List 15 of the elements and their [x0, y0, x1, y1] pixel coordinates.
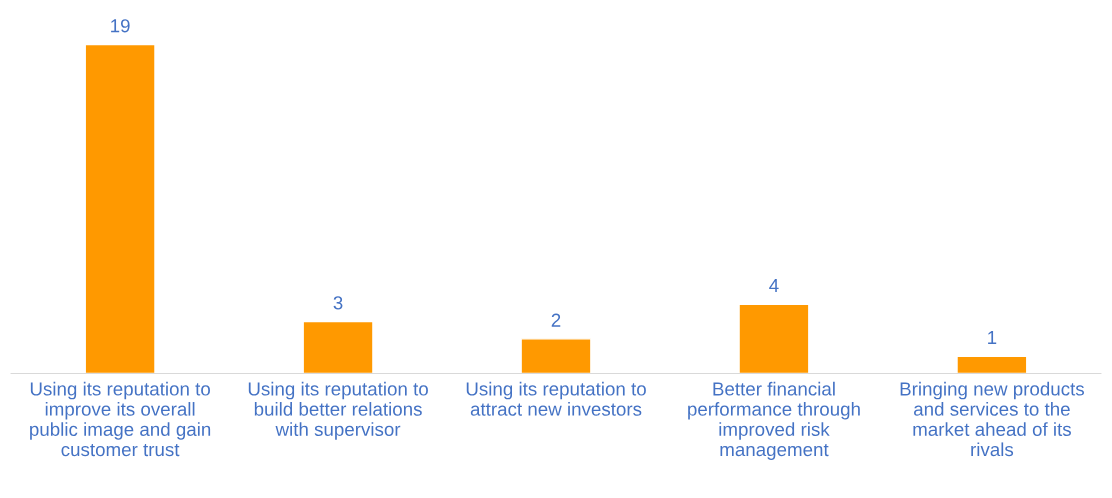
x-tick-label: Bringing new products and services to the market ahead of its rivals [900, 381, 1084, 457]
x-tick-label: Better financial performance through improved risk management [688, 381, 860, 460]
bar [520, 338, 592, 374]
data-label: 1 [988, 331, 997, 344]
bar [956, 355, 1028, 374]
bar [738, 303, 810, 374]
data-label: 19 [111, 19, 130, 33]
data-label: 3 [333, 296, 343, 310]
bar [84, 43, 156, 374]
x-tick-label: Using its reputation to improve its overall public image and gain customer trust [30, 381, 211, 457]
x-tick-label: Using its reputation to attract new investors [466, 381, 646, 416]
bar [302, 320, 374, 374]
data-label: 2 [551, 313, 561, 327]
x-tick-label: Using its reputation to build better relations with supervisor [248, 381, 428, 440]
data-label: 4 [769, 279, 779, 293]
